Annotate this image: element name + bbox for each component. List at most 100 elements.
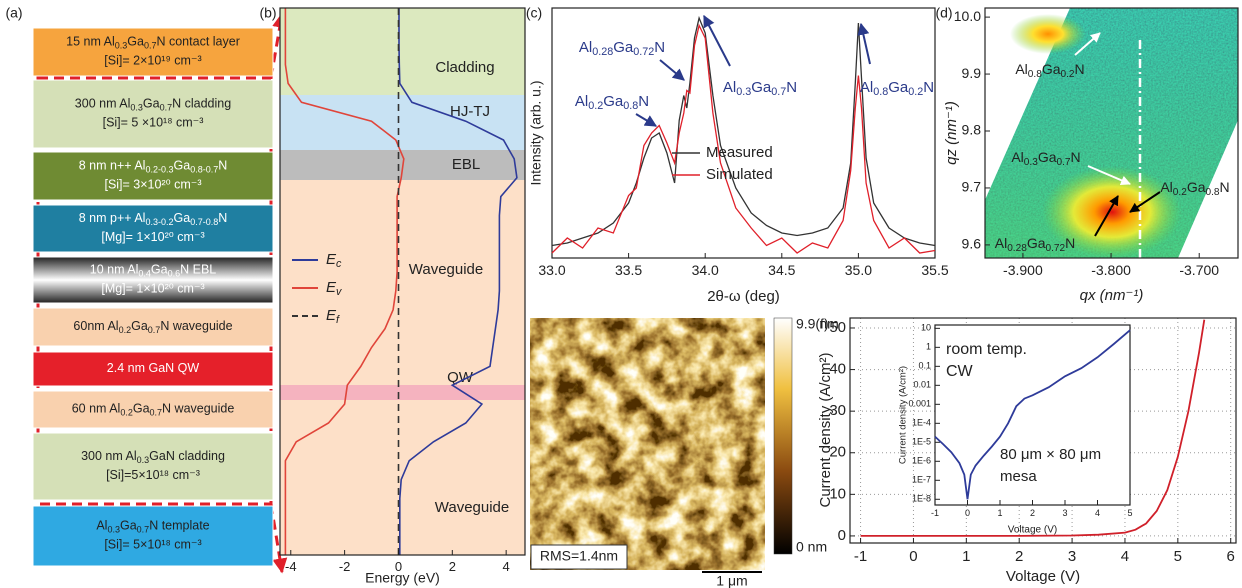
x-axis-label: 2θ-ω (deg) xyxy=(707,288,780,305)
plot-frame xyxy=(551,7,936,259)
layer-text: 60 nm Al0.2Ga0.7N waveguide xyxy=(72,402,235,418)
rms-label: RMS=1.4nm xyxy=(540,548,618,564)
x-tick-label: 33.5 xyxy=(615,262,642,278)
y-tick-label: 9.7 xyxy=(962,179,982,195)
layer-text: [Si]= 5 ×10¹⁸ cm⁻³ xyxy=(103,116,204,130)
y-tick-label: 0 xyxy=(838,527,846,544)
y-tick-label: 1E-6 xyxy=(912,456,931,466)
layer-text: [Si]= 5×10¹⁸ cm⁻³ xyxy=(104,538,201,552)
scale-bar-label: 1 μm xyxy=(716,573,747,588)
legend-label: Ef xyxy=(326,307,340,326)
map-annotation: Al0.28Ga0.72N xyxy=(995,235,1076,254)
x-tick-label: 2 xyxy=(1015,548,1023,565)
x-tick-label: 34.0 xyxy=(692,262,719,278)
layer xyxy=(32,351,274,387)
x-tick-label: -1 xyxy=(931,508,939,518)
x-tick-label: -4 xyxy=(285,559,297,574)
region-label: HJ-TJ xyxy=(450,103,490,120)
annotation-arrow xyxy=(635,113,658,127)
x-tick-label: 33.0 xyxy=(538,262,565,278)
peak-annotation: Al0.8Ga0.2N xyxy=(860,79,934,98)
x-axis-label: Voltage (V) xyxy=(1008,525,1057,536)
x-tick-label: 4 xyxy=(503,559,510,574)
y-tick-label: 0.001 xyxy=(908,399,931,409)
plot-frame xyxy=(279,7,526,556)
x-tick-label: 2 xyxy=(1030,508,1035,518)
y-tick-label: 1E-8 xyxy=(912,494,931,504)
x-tick-label: 3 xyxy=(1062,508,1067,518)
layer-text: 300 nm Al0.3GaN cladding xyxy=(81,449,225,465)
layer-text: 10 nm Al0.4Ga0.6N EBL xyxy=(90,263,217,279)
x-tick-label: 5 xyxy=(1127,508,1132,518)
x-tick-label: 35.5 xyxy=(921,262,948,278)
inset-note: CW xyxy=(946,363,974,380)
y-tick-label: 0.1 xyxy=(918,361,931,371)
x-axis-label: qx (nm⁻¹) xyxy=(1080,287,1144,304)
band-region xyxy=(280,385,525,400)
peak-annotation: Al0.28Ga0.72N xyxy=(579,39,665,58)
peak-annotation: Al0.2Ga0.8N xyxy=(575,93,649,112)
y-tick-label: 10 xyxy=(921,323,931,333)
y-axis-label: Current density (A/cm²) xyxy=(817,352,834,507)
band-region xyxy=(280,180,525,385)
y-tick-label: 30 xyxy=(829,402,846,419)
x-tick-label: 1 xyxy=(962,548,970,565)
layer xyxy=(32,79,274,149)
layer xyxy=(32,27,274,77)
y-axis-label: Intensity (arb. u.) xyxy=(528,80,544,185)
data-line xyxy=(860,319,1206,537)
x-tick-label: 1 xyxy=(997,508,1002,518)
x-tick-label: 34.5 xyxy=(768,262,795,278)
data-line xyxy=(934,329,1131,500)
y-tick-label: 10.0 xyxy=(954,8,981,24)
legend-label: Measured xyxy=(706,144,773,161)
y-tick-label: 0.01 xyxy=(913,380,931,390)
map-annotation: Al0.3Ga0.7N xyxy=(1011,149,1080,168)
x-tick-label: 6 xyxy=(1227,548,1235,565)
x-axis-label: Voltage (V) xyxy=(1006,568,1080,585)
band-region xyxy=(280,8,525,95)
map-annotation: Al0.8Ga0.2N xyxy=(1015,61,1084,80)
band-line xyxy=(398,8,518,555)
region-label: Waveguide xyxy=(435,499,510,516)
plot-bg xyxy=(935,325,1130,505)
y-axis-label: qz (nm⁻¹) xyxy=(943,101,960,165)
layer-text: 60nm Al0.2Ga0.7N waveguide xyxy=(73,319,232,335)
region-label: EBL xyxy=(452,156,480,173)
x-tick-label: 35.0 xyxy=(845,262,872,278)
y-tick-label: 1 xyxy=(926,342,931,352)
y-tick-label: 1E-4 xyxy=(912,418,931,428)
x-tick-label: 3 xyxy=(1068,548,1076,565)
inset-note: mesa xyxy=(1000,468,1037,485)
y-tick-label: 40 xyxy=(829,361,846,378)
y-tick-label: 1E-7 xyxy=(912,475,931,485)
data-line xyxy=(551,23,936,254)
annotation-arrow xyxy=(703,14,731,67)
layer-text: [Si]= 2×10¹⁹ cm⁻³ xyxy=(104,54,201,68)
y-tick-label: 10 xyxy=(829,485,846,502)
x-tick-label: 5 xyxy=(1174,548,1182,565)
layer xyxy=(32,505,274,567)
annotation-arrow xyxy=(659,59,685,81)
layer xyxy=(32,432,274,501)
y-tick-label: 9.8 xyxy=(962,122,982,138)
panel-label: (a) xyxy=(5,5,22,21)
layer xyxy=(32,256,274,304)
layer-text: [Si]=5×10¹⁸ cm⁻³ xyxy=(106,468,200,482)
layer xyxy=(32,390,274,429)
colorbar-min: 0 nm xyxy=(796,539,827,555)
plot-frame xyxy=(934,324,1131,506)
panel-label: (d) xyxy=(935,5,952,21)
layer xyxy=(32,151,274,201)
layer-text: [Mg]= 1×10²⁰ cm⁻³ xyxy=(101,230,204,244)
layer-text: [Si]= 3×10²⁰ cm⁻³ xyxy=(104,178,201,192)
x-tick-label: -3.900 xyxy=(1003,262,1043,278)
x-tick-label: 0 xyxy=(965,508,970,518)
y-axis-label: Current density (A/cm²) xyxy=(898,366,909,464)
region-label: Waveguide xyxy=(409,261,484,278)
plot-frame xyxy=(984,7,1239,259)
x-tick-label: -3.800 xyxy=(1091,262,1131,278)
x-tick-label: 0 xyxy=(909,548,917,565)
layer-text: 8 nm p++ Al0.3-0.2Ga0.7-0.8N xyxy=(79,211,228,227)
